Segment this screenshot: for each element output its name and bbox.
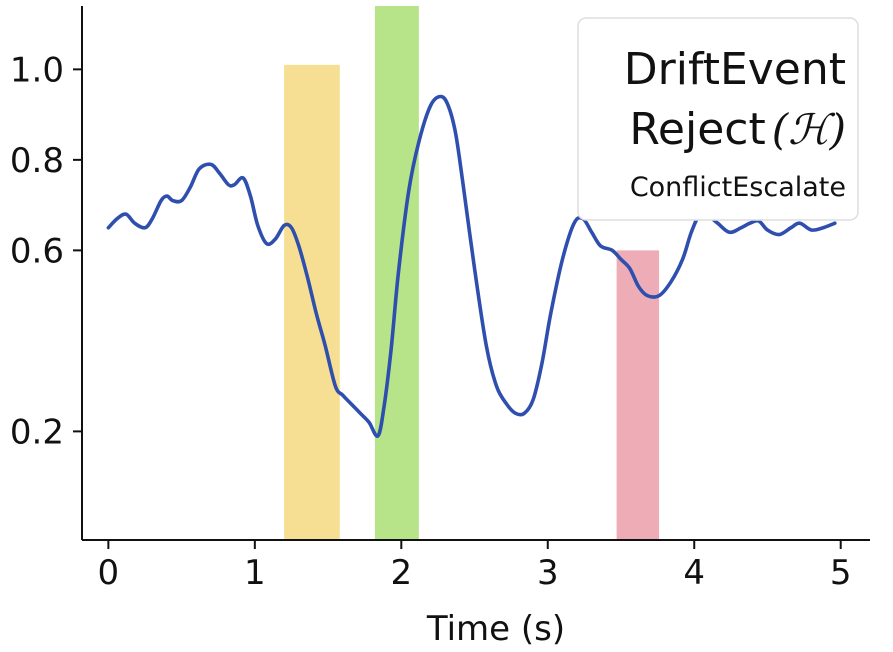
x-tick-label-0: 0	[98, 553, 120, 593]
legend-reject-symbol: (ℋ)	[772, 105, 846, 154]
x-tick-label-4: 4	[683, 553, 705, 593]
y-tick-label-1.0: 1.0	[10, 50, 64, 90]
x-ticks: 0 1 2 3 4 5	[98, 540, 852, 593]
x-tick-label-1: 1	[244, 553, 266, 593]
legend-box	[577, 17, 859, 221]
y-tick-label-0.8: 0.8	[10, 141, 64, 181]
x-axis-title: Time (s)	[426, 609, 565, 649]
legend-reject-text: Reject	[629, 104, 765, 155]
legend-line-reject: Reject (ℋ)	[629, 104, 846, 155]
y-ticks: 0.2 0.6 0.8 1.0	[10, 50, 82, 452]
legend-line-conflict-escalate: ConflictEscalate	[630, 172, 846, 203]
highlight-region-2	[616, 250, 660, 541]
x-tick-label-5: 5	[830, 553, 852, 593]
legend-line-drift-event: DriftEvent	[624, 44, 846, 95]
axes	[81, 6, 870, 541]
y-tick-label-0.2: 0.2	[10, 412, 64, 452]
x-tick-label-2: 2	[390, 553, 412, 593]
x-tick-label-3: 3	[537, 553, 559, 593]
y-tick-label-0.6: 0.6	[10, 231, 64, 271]
legend: DriftEvent Reject (ℋ) ConflictEscalate	[577, 17, 859, 221]
